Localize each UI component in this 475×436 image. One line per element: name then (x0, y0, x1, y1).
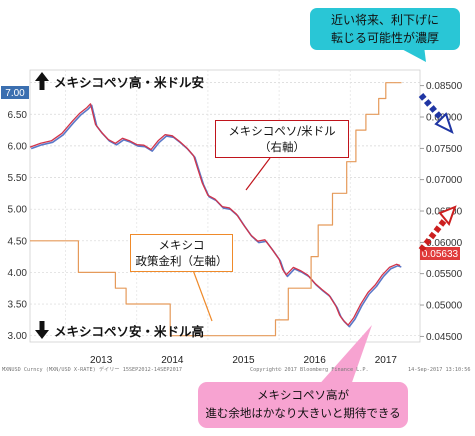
left-tick-label: 5.50 (8, 173, 28, 184)
down-arrow-icon (35, 321, 49, 339)
x-tick-label: 2016 (304, 355, 327, 366)
forecast-callout-pointer (396, 46, 426, 62)
forecast-peso-arrow (418, 205, 457, 252)
left-axis: 6.50 6.00 5.50 5.00 4.50 4.00 3.50 3.00 (8, 110, 28, 342)
top-direction-label: メキシコペソ高・米ドル安 (54, 75, 204, 90)
expect-callout-line1: メキシコペソ高が (257, 388, 349, 402)
footer-source: MXNUSD Curncy (MXN/USD X-RATE) デイリー 15SE… (2, 365, 182, 373)
rate-callout: メキシコ 政策金利（左軸） (130, 234, 233, 272)
series-peso-usd-line (29, 103, 401, 326)
left-tick-label: 5.00 (8, 205, 28, 216)
right-tick-label: 0.04500 (426, 332, 463, 343)
right-value-badge-text: 0.05633 (422, 249, 459, 260)
expect-callout-pointer (316, 325, 372, 388)
left-tick-label: 6.50 (8, 110, 28, 121)
rate-callout-line1: メキシコ (158, 238, 205, 252)
x-tick-label: 2017 (375, 355, 398, 366)
x-tick-label: 2013 (90, 355, 113, 366)
left-value-badge: 7.00 (1, 86, 29, 99)
peso-callout-line1: メキシコペソ/米ドル (228, 124, 336, 138)
footer-timestamp: 14-Sep-2017 13:10:56 (408, 367, 470, 373)
x-tick-label: 2015 (232, 355, 255, 366)
left-tick-label: 4.00 (8, 268, 28, 279)
peso-callout-line2: （右軸） (259, 140, 305, 154)
right-tick-label: 0.05000 (426, 301, 463, 312)
right-tick-label: 0.07500 (426, 144, 463, 155)
peso-callout-connector (245, 157, 271, 191)
right-tick-label: 0.06000 (426, 238, 463, 249)
left-value-badge-text: 7.00 (5, 88, 25, 99)
right-value-badge: 0.05633 (420, 247, 460, 260)
right-tick-label: 0.07000 (426, 175, 463, 186)
left-tick-label: 3.50 (8, 300, 28, 311)
forecast-rate-arrow (418, 93, 454, 134)
up-arrow-icon (35, 72, 49, 90)
rate-callout-line2: 政策金利（左軸） (135, 254, 228, 268)
left-tick-label: 3.00 (8, 331, 28, 342)
series-layer (29, 82, 402, 337)
forecast-callout-line2: 転じる可能性が濃厚 (330, 31, 439, 45)
forecast-callout: 近い将来、利下げに 転じる可能性が濃厚 (310, 8, 460, 50)
right-tick-label: 0.08500 (426, 81, 463, 92)
peso-callout: メキシコペソ/米ドル （右軸） (215, 120, 349, 158)
series-policy-rate-line (30, 82, 402, 337)
plot-frame (29, 69, 421, 343)
footer-copyright: Copyright© 2017 Bloomberg Finance L.P. (250, 367, 369, 373)
expect-callout: メキシコペソ高が 進む余地はかなり大きいと期待できる (198, 382, 408, 428)
x-tick-label: 2014 (161, 355, 184, 366)
left-tick-label: 4.50 (8, 236, 28, 247)
bottom-direction-label: メキシコペソ安・米ドル高 (54, 324, 204, 339)
left-tick-label: 6.00 (8, 141, 28, 152)
right-tick-label: 0.05500 (426, 269, 463, 280)
x-axis: 2013 2014 2015 2016 2017 (90, 355, 397, 366)
expect-callout-line2: 進む余地はかなり大きいと期待できる (205, 406, 401, 420)
forecast-callout-line1: 近い将来、利下げに (330, 13, 439, 27)
